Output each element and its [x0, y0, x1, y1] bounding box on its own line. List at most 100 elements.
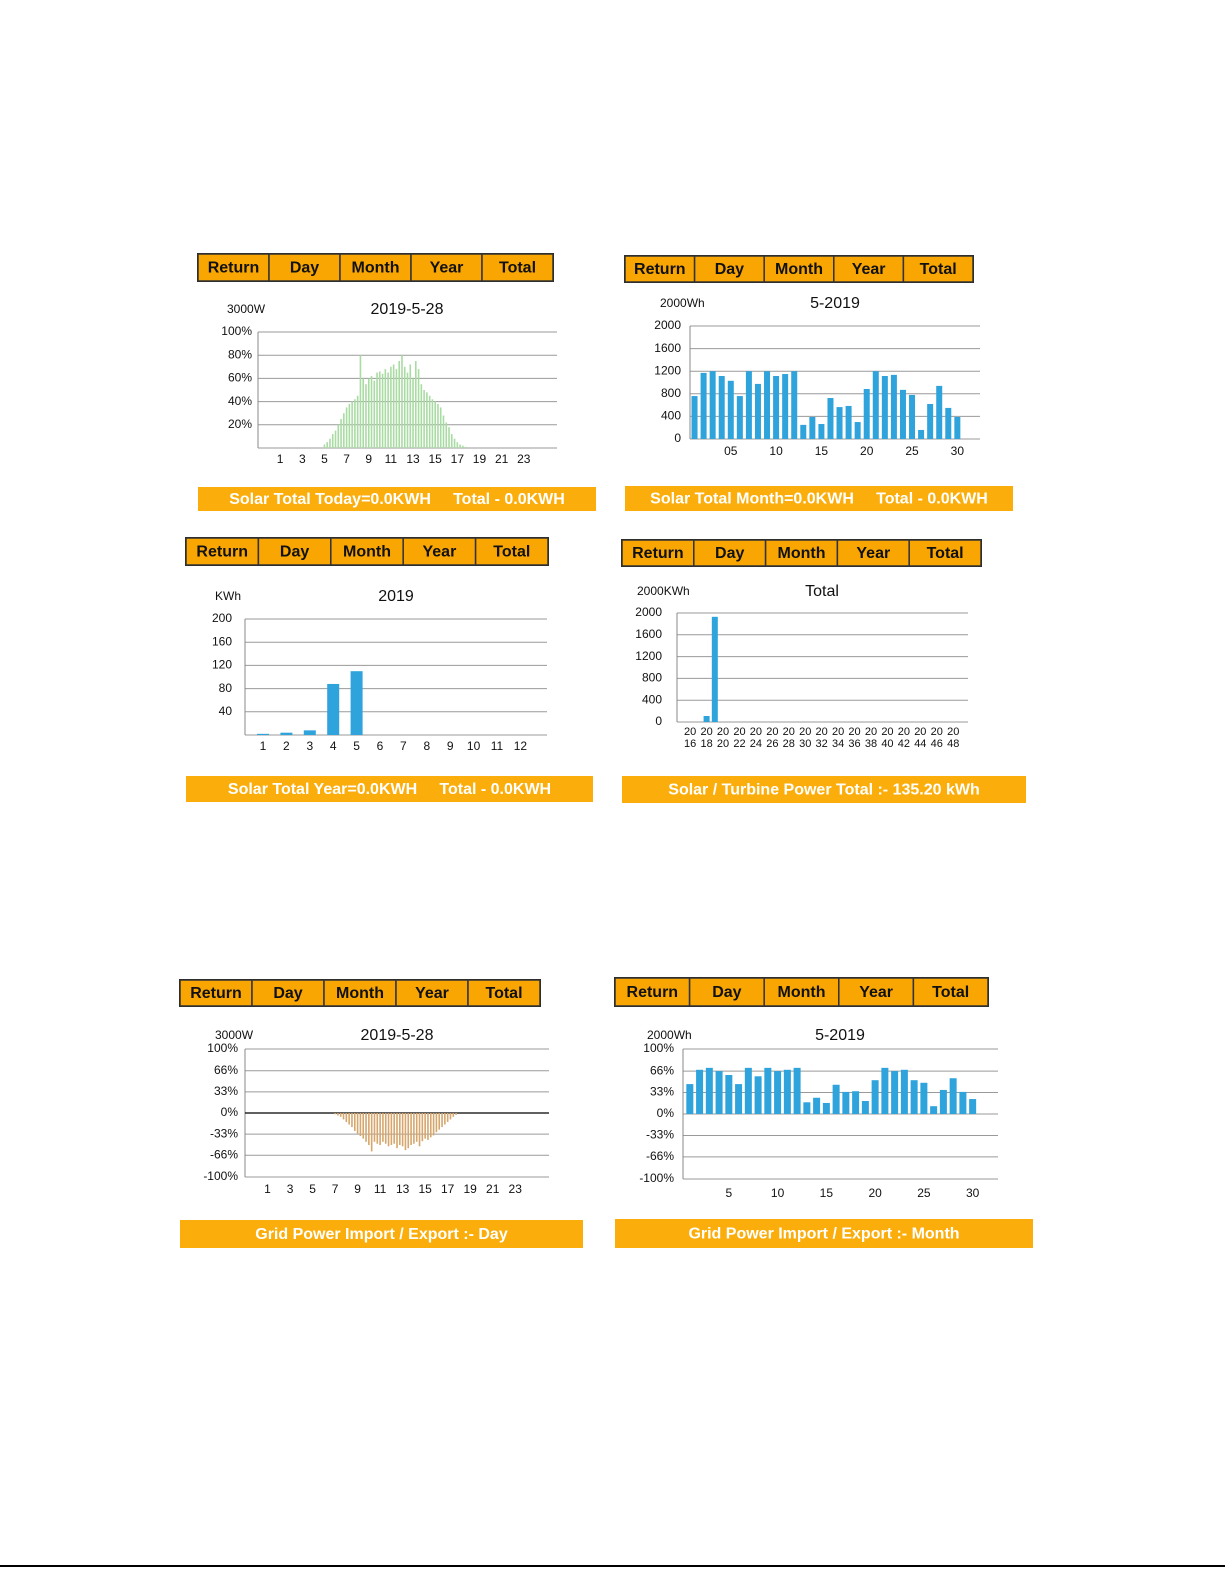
button[interactable]: [268, 253, 341, 282]
chart-title: 5-2019: [815, 1027, 865, 1044]
button-label[interactable]: Day: [715, 261, 744, 278]
bar: [813, 1097, 821, 1114]
button-label[interactable]: Return: [196, 544, 248, 561]
button-label[interactable]: Month: [352, 260, 400, 277]
bar: [927, 403, 934, 439]
bar: [450, 434, 453, 448]
y-tick-label: 400: [661, 409, 681, 423]
button-label[interactable]: Total: [499, 260, 536, 277]
bar: [783, 1069, 791, 1114]
button[interactable]: [833, 255, 905, 283]
bar: [920, 1082, 928, 1114]
button[interactable]: [197, 253, 270, 282]
button-label[interactable]: Month: [775, 261, 823, 278]
y-tick-label: 60%: [228, 371, 252, 385]
unit-label: 3000W: [215, 1028, 254, 1042]
x-tick-label: 10: [771, 1186, 785, 1200]
bar: [735, 1084, 743, 1114]
button[interactable]: [481, 253, 554, 282]
button-label[interactable]: Month: [778, 545, 826, 562]
button[interactable]: [693, 539, 767, 567]
button-label[interactable]: Return: [632, 545, 684, 562]
bar: [462, 445, 464, 448]
bar: [832, 1084, 840, 1114]
button-label[interactable]: Day: [290, 260, 319, 277]
button-label[interactable]: Total: [493, 544, 530, 561]
x-tick-label: 11: [385, 452, 398, 466]
y-tick-label: 20%: [228, 417, 252, 431]
bar: [842, 1091, 850, 1114]
button-label[interactable]: Total: [927, 545, 964, 562]
button-label[interactable]: Total: [932, 984, 969, 1001]
x-tick-label-box: 2028: [783, 726, 795, 750]
x-tick-label: 2016: [684, 726, 697, 750]
button-label[interactable]: Day: [712, 984, 741, 1001]
bar: [437, 403, 439, 448]
button-label[interactable]: Return: [208, 260, 260, 277]
x-tick-label: 1: [277, 452, 284, 466]
bar: [401, 1113, 404, 1147]
y-tick-label: 800: [642, 671, 662, 685]
button-label[interactable]: Return: [190, 985, 242, 1002]
bar: [376, 1113, 379, 1144]
button[interactable]: [402, 537, 477, 566]
button[interactable]: [763, 255, 835, 283]
bar: [376, 372, 378, 448]
button-label[interactable]: Return: [634, 261, 686, 278]
bar: [327, 683, 340, 735]
button-label[interactable]: Month: [778, 984, 826, 1001]
button-label[interactable]: Year: [415, 985, 449, 1002]
button-label[interactable]: Day: [715, 545, 744, 562]
bar: [413, 1113, 415, 1144]
button-label[interactable]: Day: [280, 544, 309, 561]
button-label[interactable]: Year: [859, 984, 893, 1001]
x-tick-label: 5: [321, 452, 328, 466]
bar: [329, 438, 331, 448]
x-tick-label: 21: [486, 1182, 500, 1196]
button[interactable]: [763, 977, 840, 1007]
button[interactable]: [179, 979, 253, 1007]
bar: [409, 364, 412, 448]
button[interactable]: [908, 539, 982, 567]
bar: [918, 429, 925, 439]
bar: [872, 371, 879, 439]
button-label[interactable]: Year: [422, 544, 456, 561]
button-label[interactable]: Month: [336, 985, 384, 1002]
y-tick-label: 1200: [635, 649, 662, 663]
bar: [696, 1069, 704, 1114]
button[interactable]: [467, 979, 541, 1007]
bar: [399, 1113, 401, 1145]
bar: [345, 1113, 348, 1122]
bar: [373, 380, 376, 448]
button-label[interactable]: Year: [856, 545, 890, 562]
x-tick-label: 20: [860, 444, 874, 458]
button[interactable]: [912, 977, 989, 1007]
bar: [337, 424, 340, 448]
button-label[interactable]: Day: [273, 985, 302, 1002]
bar: [418, 1113, 421, 1147]
button-label[interactable]: Year: [430, 260, 464, 277]
button[interactable]: [621, 539, 695, 567]
bar: [910, 1080, 918, 1114]
unit-label: KWh: [215, 589, 241, 603]
bar: [303, 730, 316, 735]
bar: [351, 1113, 353, 1128]
button-label[interactable]: Year: [852, 261, 886, 278]
y-tick-label: 2000: [635, 605, 662, 619]
y-tick-label: 160: [212, 634, 232, 648]
button[interactable]: [323, 979, 397, 1007]
button[interactable]: [614, 977, 691, 1007]
button[interactable]: [330, 537, 404, 566]
button-label[interactable]: Month: [343, 544, 391, 561]
bar: [395, 369, 398, 448]
button[interactable]: [185, 537, 260, 566]
bar: [852, 1091, 860, 1114]
button-label[interactable]: Return: [627, 984, 679, 1001]
button[interactable]: [902, 255, 974, 283]
button[interactable]: [474, 537, 549, 566]
bar: [744, 1067, 752, 1114]
button-label[interactable]: Total: [920, 261, 957, 278]
bar: [899, 389, 906, 439]
button-label[interactable]: Total: [485, 985, 522, 1002]
x-tick-label: 5: [309, 1182, 316, 1196]
